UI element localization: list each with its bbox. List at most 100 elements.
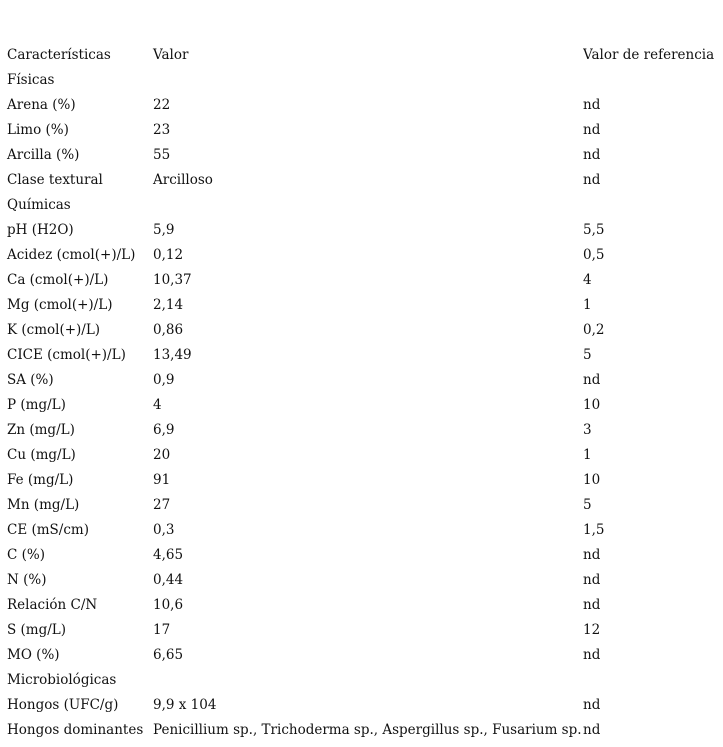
value-cell [153, 668, 583, 693]
table-row: Ca (cmol(+)/L) 10,37 4 [7, 268, 723, 293]
characteristic-cell: K (cmol(+)/L) [7, 322, 101, 338]
value-cell: 10,6 [153, 597, 184, 613]
value-cell [153, 193, 583, 218]
characteristic-cell: S (mg/L) [7, 622, 67, 638]
reference-value-cell: nd [583, 647, 601, 663]
characteristic-cell: Hongos (UFC/g) [7, 697, 119, 713]
characteristic-cell: N (%) [7, 572, 47, 588]
characteristic-cell: Físicas [7, 72, 55, 88]
value-cell: 10,37 [153, 272, 192, 288]
characteristic-cell: Zn (mg/L) [7, 422, 75, 438]
reference-value-cell: 1 [583, 297, 592, 313]
reference-value-cell [583, 193, 723, 218]
characteristic-cell: Mn (mg/L) [7, 497, 80, 513]
value-cell: 4,65 [153, 547, 184, 563]
value-cell: Penicillium sp., Trichoderma sp., Asperg… [153, 722, 582, 738]
table-row: Mn (mg/L) 27 5 [7, 493, 723, 518]
table-row: Arena (%) 22 nd [7, 93, 723, 118]
table-row: CICE (cmol(+)/L) 13,49 5 [7, 343, 723, 368]
table-row: Acidez (cmol(+)/L) 0,12 0,5 [7, 243, 723, 268]
table-row: CE (mS/cm) 0,3 1,5 [7, 518, 723, 543]
table-row: Hongos (UFC/g) 9,9 x 104 nd [7, 693, 723, 718]
header-value: Valor [153, 47, 189, 63]
reference-value-cell: 4 [583, 272, 592, 288]
table-row: Relación C/N 10,6 nd [7, 593, 723, 618]
value-cell: 0,9 [153, 372, 175, 388]
reference-value-cell: 0,5 [583, 247, 605, 263]
characteristic-cell: Químicas [7, 197, 71, 213]
value-cell: 9,9 x 104 [153, 697, 217, 713]
reference-value-cell: nd [583, 572, 601, 588]
table-row: Microbiológicas [7, 668, 723, 693]
value-cell [153, 68, 583, 93]
characteristic-cell: Mg (cmol(+)/L) [7, 297, 113, 313]
characteristic-cell: CE (mS/cm) [7, 522, 89, 538]
table-row: Zn (mg/L) 6,9 3 [7, 418, 723, 443]
reference-value-cell: nd [583, 122, 601, 138]
reference-value-cell: nd [583, 697, 601, 713]
characteristic-cell: P (mg/L) [7, 397, 66, 413]
value-cell: 17 [153, 622, 171, 638]
table-row: Cu (mg/L) 20 1 [7, 443, 723, 468]
value-cell: 0,86 [153, 322, 184, 338]
soil-characteristics-table: Características Valor Valor de referenci… [7, 43, 723, 743]
value-cell: 6,9 [153, 422, 175, 438]
characteristic-cell: pH (H2O) [7, 222, 74, 238]
reference-value-cell: nd [583, 372, 601, 388]
header-reference-value: Valor de referencia [583, 47, 715, 63]
reference-value-cell: 10 [583, 397, 601, 413]
characteristic-cell: Hongos dominantes [7, 722, 144, 738]
reference-value-cell: 10 [583, 472, 601, 488]
table-row: MO (%) 6,65 nd [7, 643, 723, 668]
value-cell: Arcilloso [153, 172, 213, 188]
reference-value-cell: nd [583, 97, 601, 113]
reference-value-cell: 5,5 [583, 222, 605, 238]
reference-value-cell: 1,5 [583, 522, 605, 538]
reference-value-cell: nd [583, 547, 601, 563]
value-cell: 55 [153, 147, 171, 163]
reference-value-cell: 3 [583, 422, 592, 438]
table-header-row: Características Valor Valor de referenci… [7, 43, 723, 68]
table-row: Físicas [7, 68, 723, 93]
characteristic-cell: Microbiológicas [7, 672, 117, 688]
table-row: Clase textural Arcilloso nd [7, 168, 723, 193]
characteristic-cell: MO (%) [7, 647, 60, 663]
table-row: Fe (mg/L) 91 10 [7, 468, 723, 493]
reference-value-cell: nd [583, 147, 601, 163]
characteristic-cell: Arena (%) [7, 97, 76, 113]
reference-value-cell: nd [583, 722, 601, 738]
value-cell: 5,9 [153, 222, 175, 238]
table-row: K (cmol(+)/L) 0,86 0,2 [7, 318, 723, 343]
reference-value-cell [583, 668, 723, 693]
characteristic-cell: C (%) [7, 547, 45, 563]
value-cell: 23 [153, 122, 171, 138]
reference-value-cell: 1 [583, 447, 592, 463]
characteristic-cell: Arcilla (%) [7, 147, 80, 163]
characteristic-cell: SA (%) [7, 372, 54, 388]
characteristic-cell: Acidez (cmol(+)/L) [7, 247, 136, 263]
table-row: pH (H2O) 5,9 5,5 [7, 218, 723, 243]
value-cell: 6,65 [153, 647, 184, 663]
table-row: N (%) 0,44 nd [7, 568, 723, 593]
reference-value-cell: nd [583, 172, 601, 188]
characteristic-cell: Fe (mg/L) [7, 472, 74, 488]
value-cell: 27 [153, 497, 171, 513]
characteristic-cell: Ca (cmol(+)/L) [7, 272, 109, 288]
table-row: Mg (cmol(+)/L) 2,14 1 [7, 293, 723, 318]
table-row: Limo (%) 23 nd [7, 118, 723, 143]
reference-value-cell: 5 [583, 497, 592, 513]
value-cell: 20 [153, 447, 171, 463]
header-characteristics: Características [7, 47, 111, 63]
table-row: SA (%) 0,9 nd [7, 368, 723, 393]
table-row: Químicas [7, 193, 723, 218]
reference-value-cell: nd [583, 597, 601, 613]
reference-value-cell: 0,2 [583, 322, 605, 338]
table-row: Arcilla (%) 55 nd [7, 143, 723, 168]
table-row: S (mg/L) 17 12 [7, 618, 723, 643]
table-row: Hongos dominantes Penicillium sp., Tricho… [7, 718, 723, 743]
value-cell: 0,3 [153, 522, 175, 538]
reference-value-cell: 5 [583, 347, 592, 363]
value-cell: 13,49 [153, 347, 192, 363]
value-cell: 91 [153, 472, 171, 488]
characteristic-cell: CICE (cmol(+)/L) [7, 347, 126, 363]
